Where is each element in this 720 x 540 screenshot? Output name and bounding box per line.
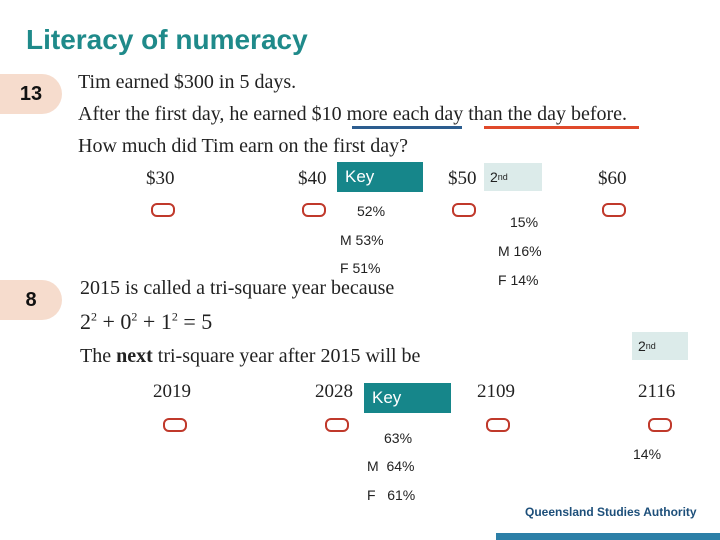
q13-answer-bubble-c[interactable] bbox=[452, 203, 476, 217]
q13-option-a: $30 bbox=[146, 168, 175, 189]
q8-key-percent: 63% bbox=[384, 430, 413, 446]
q8-key-label: Key bbox=[372, 388, 402, 407]
question-13-number: 13 bbox=[0, 74, 62, 114]
q13-answer-bubble-a[interactable] bbox=[151, 203, 175, 217]
footer-bar bbox=[496, 533, 720, 540]
q13-second-label: 2 bbox=[490, 169, 498, 185]
question-13-line-2: After the first day, he earned $10 more … bbox=[78, 103, 628, 125]
brand-logo-text: Queensland Studies Authority bbox=[525, 505, 697, 519]
q8-answer-bubble-a[interactable] bbox=[163, 418, 187, 432]
q13-key-female: F 51% bbox=[340, 260, 381, 276]
q13-key-percent: 52% bbox=[357, 203, 386, 219]
question-8-equation: 22 + 02 + 12 = 5 bbox=[80, 309, 213, 334]
q13-option-d: $60 bbox=[598, 168, 627, 189]
q13-second-percent: 15% bbox=[510, 214, 539, 230]
q13-key-male: M 53% bbox=[340, 232, 384, 248]
q8-second-label: 2 bbox=[638, 338, 646, 354]
q13-key-box: Key bbox=[337, 162, 423, 192]
question-8-number: 8 bbox=[0, 280, 62, 320]
q8-key-male: M 64% bbox=[367, 458, 415, 474]
q8-key-box: Key bbox=[364, 383, 451, 413]
q13-second-male: M 16% bbox=[498, 243, 542, 259]
q8-second-sup: nd bbox=[645, 341, 656, 351]
question-13-line-3: How much did Tim earn on the first day? bbox=[78, 135, 408, 157]
q8-option-c: 2109 bbox=[477, 381, 515, 402]
q13-second-sup: nd bbox=[497, 172, 508, 182]
q8-option-a: 2019 bbox=[153, 381, 191, 402]
q13-option-b: $40 bbox=[298, 168, 327, 189]
underline-more-each-day bbox=[352, 126, 462, 129]
q8-option-d: 2116 bbox=[638, 381, 676, 402]
q13-second-female: F 14% bbox=[498, 272, 539, 288]
q13-answer-bubble-d[interactable] bbox=[602, 203, 626, 217]
q8-answer-bubble-c[interactable] bbox=[486, 418, 510, 432]
q8-option-b: 2028 bbox=[315, 381, 353, 402]
q13-answer-bubble-b[interactable] bbox=[302, 203, 326, 217]
q8-key-female: F 61% bbox=[367, 487, 416, 503]
question-8-line-1: 2015 is called a tri-square year because bbox=[80, 277, 395, 299]
underline-than-day-before bbox=[484, 126, 639, 129]
q13-option-c: $50 bbox=[448, 168, 477, 189]
q8-second-percent: 14% bbox=[633, 446, 662, 462]
q13-key-label: Key bbox=[345, 167, 375, 186]
page-title: Literacy of numeracy bbox=[26, 24, 308, 55]
q8-answer-bubble-d[interactable] bbox=[648, 418, 672, 432]
q8-answer-bubble-b[interactable] bbox=[325, 418, 349, 432]
question-8-line-3: The next tri-square year after 2015 will… bbox=[80, 345, 421, 367]
question-13-line-1: Tim earned $300 in 5 days. bbox=[78, 71, 297, 93]
